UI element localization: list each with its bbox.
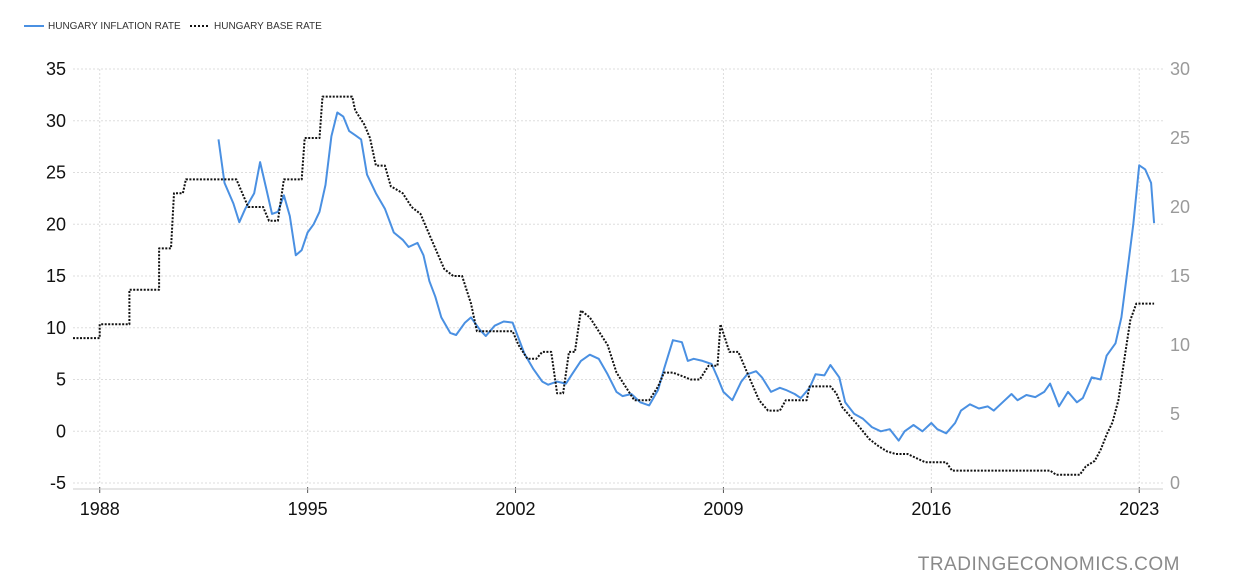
y-left-tick-label: -5 bbox=[50, 473, 66, 493]
x-tick-label: 2023 bbox=[1119, 499, 1159, 519]
legend-label-inflation: HUNGARY INFLATION RATE bbox=[48, 21, 181, 32]
legend-label-base-rate: HUNGARY BASE RATE bbox=[214, 21, 322, 32]
y-left-tick-label: 5 bbox=[56, 370, 66, 390]
y-right-tick-label: 5 bbox=[1170, 404, 1180, 424]
y-left-tick-label: 0 bbox=[56, 421, 66, 441]
y-right-tick-label: 20 bbox=[1170, 197, 1190, 217]
watermark: TRADINGECONOMICS.COM bbox=[917, 554, 1180, 575]
y-left-tick-label: 25 bbox=[46, 163, 66, 183]
y-left-tick-label: 30 bbox=[46, 111, 66, 131]
x-tick-label: 2002 bbox=[496, 499, 536, 519]
grid bbox=[73, 68, 1163, 493]
y-left-tick-label: 35 bbox=[46, 59, 66, 79]
tick-labels: -5 0 5 10 15 20 25 30 35 0 5 10 15 20 25 30 1988 1995 2002… bbox=[46, 59, 1190, 519]
series-line-inflation bbox=[217, 111, 1156, 442]
y-left-tick-label: 15 bbox=[46, 266, 66, 286]
x-tick-label: 1995 bbox=[288, 499, 328, 519]
y-right-tick-label: 25 bbox=[1170, 128, 1190, 148]
y-left-tick-label: 20 bbox=[46, 214, 66, 234]
y-left-tick-label: 10 bbox=[46, 318, 66, 338]
x-tick-label: 2016 bbox=[911, 499, 951, 519]
series-line-base-rate bbox=[73, 95, 1155, 476]
x-tick-label: 1988 bbox=[80, 499, 120, 519]
y-right-tick-label: 30 bbox=[1170, 59, 1190, 79]
y-right-tick-label: 10 bbox=[1170, 335, 1190, 355]
plot-area bbox=[73, 95, 1156, 476]
legend: HUNGARY INFLATION RATE HUNGARY BASE RATE bbox=[24, 21, 322, 32]
x-tick-label: 2009 bbox=[703, 499, 743, 519]
y-right-tick-label: 15 bbox=[1170, 266, 1190, 286]
y-right-tick-label: 0 bbox=[1170, 473, 1180, 493]
